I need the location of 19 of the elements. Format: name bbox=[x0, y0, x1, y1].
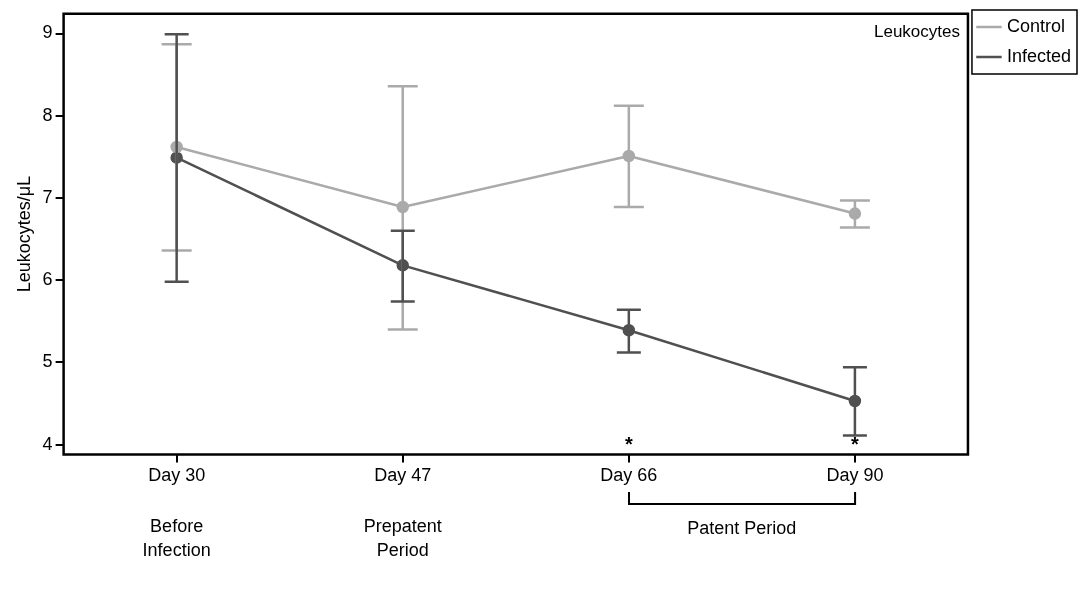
legend-label: Infected bbox=[1006, 45, 1071, 66]
annotation: Leukocytes bbox=[873, 20, 960, 43]
x-tick-label: Day 90 bbox=[826, 465, 884, 486]
y-tick-label: 9 bbox=[42, 22, 53, 43]
x-tick-label: Day 66 bbox=[600, 465, 658, 486]
y-tick-label: 6 bbox=[42, 269, 53, 290]
x-tick-label: Day 47 bbox=[374, 465, 432, 486]
y-tick-label: 8 bbox=[42, 104, 53, 125]
text: Prepatent Period bbox=[362, 515, 443, 563]
annotation: * bbox=[850, 432, 860, 457]
annotation: * bbox=[623, 432, 634, 457]
text: Patent Period bbox=[686, 517, 798, 541]
legend-label: Control bbox=[1006, 15, 1065, 36]
x-tick-label: Day 30 bbox=[148, 465, 206, 486]
y-tick-label: 4 bbox=[42, 433, 53, 454]
y-axis-title: Leukocytes/μL bbox=[13, 175, 34, 293]
y-tick-label: 7 bbox=[42, 186, 53, 207]
y-tick-label: 5 bbox=[42, 351, 53, 372]
text: Before Infection bbox=[141, 515, 212, 563]
